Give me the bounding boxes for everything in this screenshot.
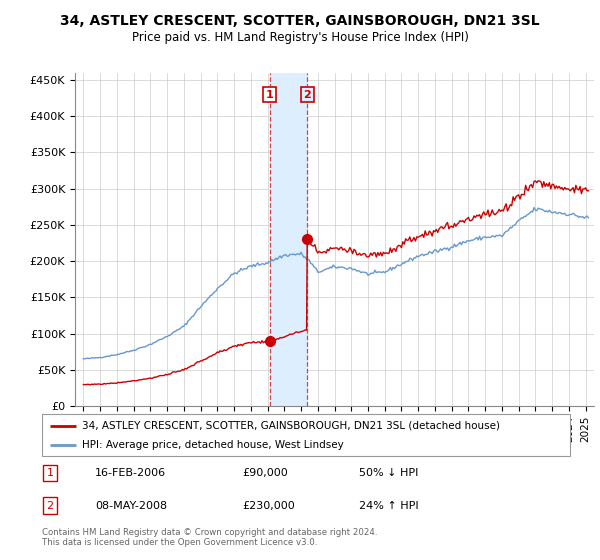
Text: 50% ↓ HPI: 50% ↓ HPI xyxy=(359,468,418,478)
Text: 1: 1 xyxy=(46,468,53,478)
Text: 24% ↑ HPI: 24% ↑ HPI xyxy=(359,501,418,511)
Text: 16-FEB-2006: 16-FEB-2006 xyxy=(95,468,166,478)
Text: £230,000: £230,000 xyxy=(242,501,295,511)
Text: HPI: Average price, detached house, West Lindsey: HPI: Average price, detached house, West… xyxy=(82,440,343,450)
Text: £90,000: £90,000 xyxy=(242,468,289,478)
Text: 2: 2 xyxy=(304,90,311,100)
Text: 34, ASTLEY CRESCENT, SCOTTER, GAINSBOROUGH, DN21 3SL: 34, ASTLEY CRESCENT, SCOTTER, GAINSBOROU… xyxy=(60,14,540,28)
Bar xyxy=(269,73,307,406)
Text: 2: 2 xyxy=(46,501,53,511)
Text: 34, ASTLEY CRESCENT, SCOTTER, GAINSBOROUGH, DN21 3SL (detached house): 34, ASTLEY CRESCENT, SCOTTER, GAINSBOROU… xyxy=(82,421,500,431)
Text: 08-MAY-2008: 08-MAY-2008 xyxy=(95,501,167,511)
Text: 1: 1 xyxy=(266,90,274,100)
FancyBboxPatch shape xyxy=(42,414,570,456)
Text: Price paid vs. HM Land Registry's House Price Index (HPI): Price paid vs. HM Land Registry's House … xyxy=(131,31,469,44)
Text: Contains HM Land Registry data © Crown copyright and database right 2024.
This d: Contains HM Land Registry data © Crown c… xyxy=(42,528,377,547)
